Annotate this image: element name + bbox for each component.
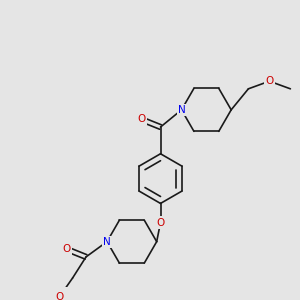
Text: O: O [63,244,71,254]
Text: O: O [55,292,63,300]
Text: N: N [178,105,185,115]
Text: N: N [103,237,111,247]
Text: O: O [265,76,274,86]
Text: O: O [156,218,165,227]
Text: O: O [137,114,146,124]
